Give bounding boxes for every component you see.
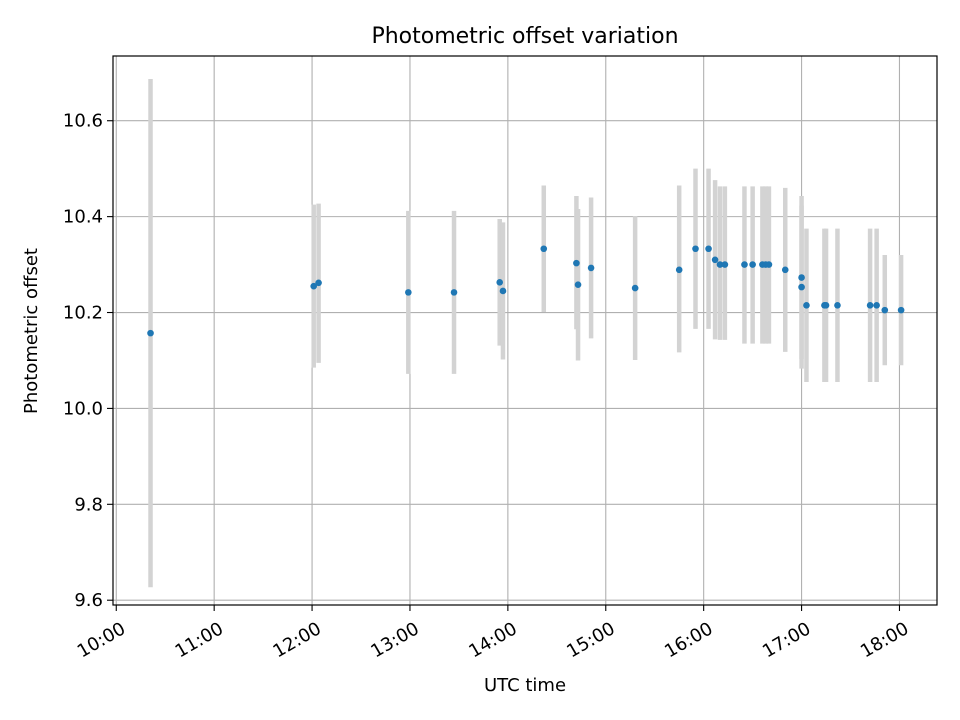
- y-tick-label: 10.0: [63, 398, 103, 419]
- y-tick-label: 9.8: [74, 494, 103, 515]
- data-point: [781, 266, 789, 274]
- y-axis: 9.6 9.8 10.0 10.2 10.4 10.6: [63, 111, 113, 611]
- data-point: [147, 329, 154, 337]
- data-point: [675, 266, 683, 274]
- data-point: [881, 306, 889, 314]
- data-point: [692, 245, 699, 253]
- data-point: [741, 261, 748, 268]
- data-point: [631, 284, 639, 292]
- data-point: [711, 256, 719, 264]
- data-point: [866, 302, 874, 309]
- data-point: [803, 302, 810, 309]
- data-point: [873, 302, 880, 309]
- data-point: [721, 261, 729, 268]
- data-point: [587, 264, 595, 272]
- data-points: [147, 245, 905, 337]
- data-point: [798, 283, 805, 291]
- data-point: [499, 287, 507, 295]
- y-tick-label: 10.4: [63, 207, 103, 228]
- data-point: [496, 279, 504, 286]
- data-point: [798, 274, 805, 281]
- data-point: [574, 281, 582, 289]
- data-point: [450, 289, 458, 296]
- data-point: [834, 302, 841, 309]
- data-point: [540, 245, 548, 253]
- data-point: [716, 261, 724, 268]
- plot-area-frame: [112, 55, 938, 606]
- data-point: [897, 306, 905, 314]
- data-point: [765, 261, 773, 268]
- chart-title: Photometric offset variation: [371, 24, 678, 49]
- data-point: [822, 302, 830, 309]
- data-point: [749, 261, 756, 268]
- data-point: [315, 279, 322, 287]
- data-point: [310, 282, 317, 290]
- x-axis-label: UTC time: [484, 675, 566, 696]
- y-tick-label: 10.2: [63, 303, 103, 324]
- data-point: [705, 245, 712, 253]
- y-tick-label: 10.6: [63, 111, 103, 132]
- y-tick-label: 9.6: [74, 590, 103, 611]
- data-point: [573, 259, 580, 267]
- y-axis-label: Photometric offset: [21, 248, 42, 414]
- data-point: [405, 289, 412, 296]
